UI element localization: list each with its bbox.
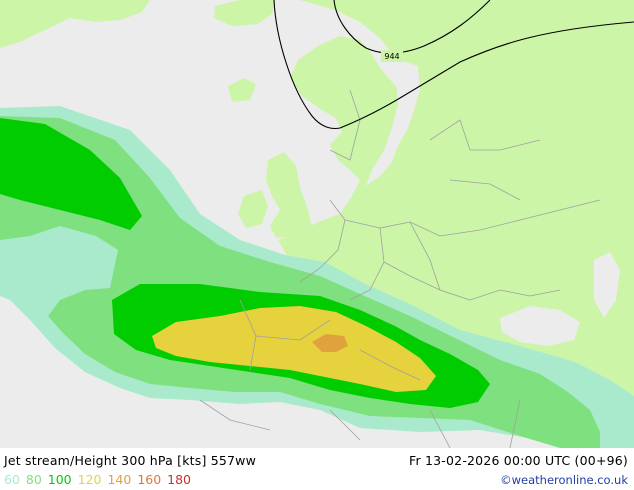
- legend-label: 120: [77, 472, 102, 487]
- speed-legend: 60 80 100 120 140 160 180: [4, 472, 193, 487]
- sea-baltic: [366, 60, 420, 186]
- land-ireland: [238, 190, 268, 228]
- sea-caspian: [594, 252, 620, 318]
- border-line: [349, 227, 385, 301]
- border-line: [409, 221, 471, 301]
- jet-band-140: [312, 334, 348, 352]
- legend-label: 140: [107, 472, 132, 487]
- border-line: [329, 409, 361, 441]
- jet-band-120: [152, 306, 436, 392]
- sea-north: [294, 140, 338, 210]
- map-title: Jet stream/Height 300 hPa [kts] 557ww: [4, 453, 257, 468]
- credit-link[interactable]: ©weatheronline.co.uk: [500, 473, 628, 487]
- weather-map: 944: [0, 0, 634, 448]
- border-line: [199, 399, 271, 431]
- jet-band-100: [0, 118, 142, 230]
- border-line: [359, 349, 421, 381]
- map-footer: Jet stream/Height 300 hPa [kts] 557ww Fr…: [0, 448, 634, 490]
- border-line: [429, 409, 451, 448]
- border-line: [255, 319, 331, 341]
- border-line: [344, 219, 441, 237]
- border-line: [469, 289, 561, 301]
- land-iceland: [214, 0, 275, 26]
- land-faroe: [228, 78, 256, 102]
- jet-stream-map-svg: 944: [0, 0, 634, 448]
- legend-label: 60: [4, 472, 20, 487]
- legend-label: 180: [167, 472, 192, 487]
- height-contour-line: [273, 0, 634, 130]
- border-line: [299, 199, 346, 283]
- sea-black: [500, 306, 580, 346]
- country-borders: [199, 89, 601, 448]
- border-line: [449, 179, 521, 201]
- border-line: [239, 299, 257, 371]
- forecast-datetime: Fr 13-02-2026 00:00 UTC (00+96): [409, 453, 628, 468]
- border-line: [329, 89, 361, 161]
- border-line: [509, 399, 521, 448]
- border-line: [383, 261, 441, 291]
- legend-label: 80: [25, 472, 42, 487]
- contour-label: 944: [384, 52, 399, 61]
- border-line: [429, 119, 541, 151]
- legend-label: 160: [137, 472, 162, 487]
- border-line: [439, 199, 601, 237]
- legend-label: 100: [47, 472, 72, 487]
- land-greenland: [0, 0, 150, 48]
- land-great-britain: [266, 152, 312, 238]
- contour-label-box: [381, 50, 403, 62]
